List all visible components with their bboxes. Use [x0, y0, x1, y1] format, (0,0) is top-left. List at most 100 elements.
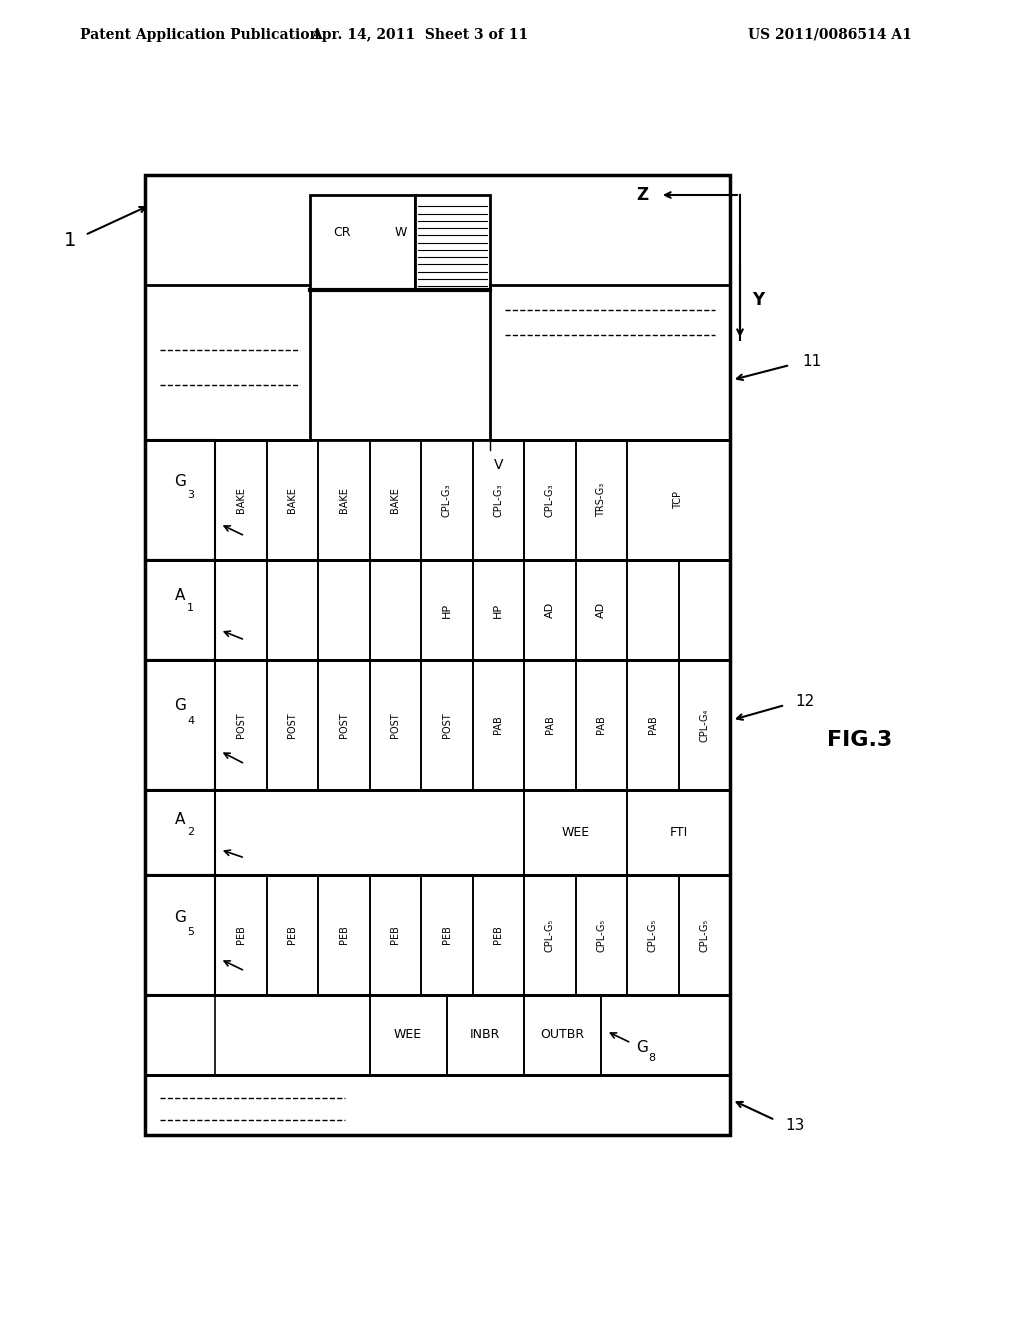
- Text: G: G: [174, 909, 186, 924]
- Bar: [145, 660, 215, 789]
- Bar: [215, 875, 266, 995]
- Text: W: W: [394, 226, 407, 239]
- Bar: [627, 660, 679, 789]
- Bar: [215, 789, 524, 875]
- Bar: [318, 560, 370, 660]
- Bar: [318, 875, 370, 995]
- Bar: [145, 875, 730, 995]
- Text: CPL-G₅: CPL-G₅: [699, 919, 710, 952]
- Bar: [524, 440, 575, 560]
- Bar: [310, 195, 415, 290]
- Bar: [679, 875, 730, 995]
- Text: PEB: PEB: [494, 925, 503, 944]
- Text: POST: POST: [441, 713, 452, 738]
- Bar: [524, 789, 627, 875]
- Bar: [627, 875, 679, 995]
- Bar: [575, 660, 627, 789]
- Text: US 2011/0086514 A1: US 2011/0086514 A1: [749, 28, 912, 42]
- Bar: [318, 440, 370, 560]
- Bar: [446, 995, 524, 1074]
- Bar: [627, 560, 679, 660]
- Text: Y: Y: [752, 290, 764, 309]
- Text: BAKE: BAKE: [288, 487, 297, 513]
- Text: PEB: PEB: [339, 925, 349, 944]
- Text: PAB: PAB: [545, 715, 555, 734]
- Bar: [524, 995, 601, 1074]
- Text: CPL-G₃: CPL-G₃: [545, 483, 555, 516]
- Text: CPL-G₅: CPL-G₅: [596, 919, 606, 952]
- Bar: [145, 285, 310, 440]
- Text: V: V: [494, 458, 504, 473]
- Bar: [575, 560, 627, 660]
- Text: G: G: [636, 1040, 648, 1055]
- Text: CPL-G₅: CPL-G₅: [545, 919, 555, 952]
- Text: 13: 13: [785, 1118, 805, 1133]
- Text: G: G: [174, 474, 186, 490]
- Text: 4: 4: [187, 715, 195, 726]
- Text: HP: HP: [494, 602, 503, 618]
- Bar: [145, 1074, 730, 1135]
- Bar: [415, 195, 490, 290]
- Text: POST: POST: [390, 713, 400, 738]
- Text: INBR: INBR: [470, 1028, 501, 1041]
- Bar: [145, 560, 730, 660]
- Text: 5: 5: [187, 927, 194, 937]
- Bar: [145, 995, 730, 1074]
- Text: G: G: [174, 698, 186, 713]
- Text: BAKE: BAKE: [339, 487, 349, 513]
- Bar: [215, 440, 266, 560]
- Text: TCP: TCP: [674, 491, 683, 510]
- Text: WEE: WEE: [561, 826, 590, 840]
- Bar: [421, 875, 472, 995]
- Text: AD: AD: [545, 602, 555, 618]
- Text: OUTBR: OUTBR: [541, 1028, 585, 1041]
- Bar: [215, 995, 370, 1074]
- Text: CR: CR: [333, 226, 350, 239]
- Bar: [627, 789, 730, 875]
- Bar: [318, 660, 370, 789]
- Text: Z: Z: [636, 186, 648, 205]
- Bar: [421, 560, 472, 660]
- Bar: [145, 176, 730, 1135]
- Bar: [145, 789, 215, 875]
- Text: PAB: PAB: [494, 715, 503, 734]
- Text: POST: POST: [236, 713, 246, 738]
- Bar: [524, 875, 575, 995]
- Bar: [472, 440, 524, 560]
- Text: 11: 11: [802, 355, 821, 370]
- Text: 2: 2: [187, 826, 195, 837]
- Bar: [421, 660, 472, 789]
- Bar: [490, 285, 730, 440]
- Text: A: A: [175, 812, 185, 828]
- Text: FTI: FTI: [670, 826, 688, 840]
- Text: HP: HP: [441, 602, 452, 618]
- Bar: [215, 660, 266, 789]
- Text: Patent Application Publication: Patent Application Publication: [80, 28, 319, 42]
- Bar: [145, 660, 730, 789]
- Text: BAKE: BAKE: [236, 487, 246, 513]
- Bar: [627, 440, 730, 560]
- Bar: [145, 875, 215, 995]
- Bar: [524, 560, 575, 660]
- Text: 12: 12: [795, 694, 814, 710]
- Text: PEB: PEB: [390, 925, 400, 944]
- Bar: [266, 440, 318, 560]
- Text: AD: AD: [596, 602, 606, 618]
- Bar: [370, 560, 421, 660]
- Text: BAKE: BAKE: [390, 487, 400, 513]
- Text: PEB: PEB: [288, 925, 297, 944]
- Bar: [472, 560, 524, 660]
- Text: 1: 1: [63, 231, 76, 249]
- Bar: [575, 875, 627, 995]
- Text: POST: POST: [288, 713, 297, 738]
- Bar: [145, 440, 215, 560]
- Bar: [472, 875, 524, 995]
- Bar: [679, 560, 730, 660]
- Text: WEE: WEE: [394, 1028, 422, 1041]
- Text: CPL-G₃: CPL-G₃: [441, 483, 452, 516]
- Text: FIG.3: FIG.3: [827, 730, 893, 750]
- Bar: [370, 995, 446, 1074]
- Bar: [679, 660, 730, 789]
- Text: Apr. 14, 2011  Sheet 3 of 11: Apr. 14, 2011 Sheet 3 of 11: [311, 28, 528, 42]
- Bar: [421, 440, 472, 560]
